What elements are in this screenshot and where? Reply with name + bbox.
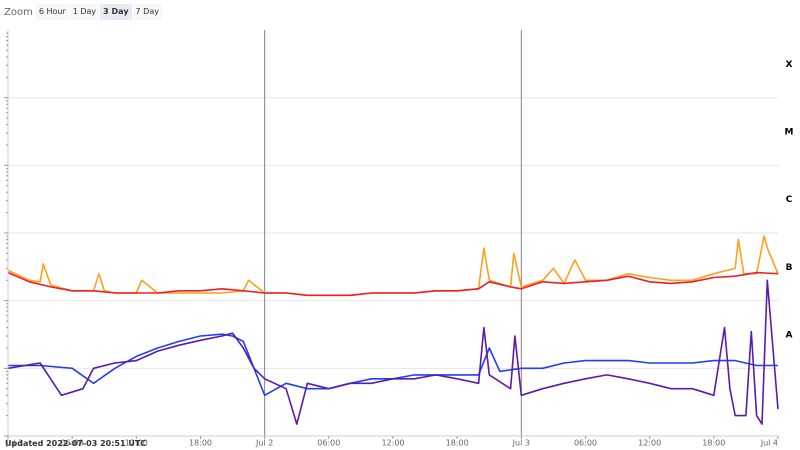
zoom-3-day-button[interactable]: 3 Day [100,4,132,20]
x-tick-label: Jul 4 [760,438,778,447]
zoom-bar: Zoom 6 Hour 1 Day 3 Day 7 Day [4,3,163,21]
flare-class-label: A [786,331,793,341]
axes: Jul 1 06:00 12:00 18:00 Jul 2 06:00 12:00 18:00… [4,30,794,447]
series-line [7,279,779,425]
flare-class-label: M [785,128,794,138]
series-line [7,235,779,297]
zoom-7-day-button[interactable]: 7 Day [132,4,162,20]
grid-lines [8,30,778,436]
x-tick-label: 12:00 [381,438,404,447]
x-tick-label: Jul 3 [512,438,530,447]
flare-class-label: B [786,263,793,273]
x-tick-label: 12:00 [638,438,661,447]
series-line [7,271,779,297]
flare-class-label: X [786,60,793,70]
x-tick-label: Jul 1 [5,438,23,447]
updated-timestamp: Updated 2022-07-03 20:51 UTC [5,439,147,448]
x-tick-label: 12:00 [125,438,148,447]
x-tick-label: 18:00 [702,438,725,447]
x-tick-label: 18:00 [189,438,212,447]
zoom-6-hour-button[interactable]: 6 Hour [35,4,69,20]
x-tick-label: 18:00 [446,438,469,447]
x-tick-label: 06:00 [317,438,340,447]
zoom-1-day-button[interactable]: 1 Day [69,4,100,20]
x-tick-label: 06:00 [61,438,84,447]
zoom-label: Zoom [4,6,33,18]
x-tick-label: 06:00 [574,438,597,447]
flare-class-label: C [786,195,793,205]
x-tick-label: Jul 2 [255,438,273,447]
series-lines [7,235,779,425]
